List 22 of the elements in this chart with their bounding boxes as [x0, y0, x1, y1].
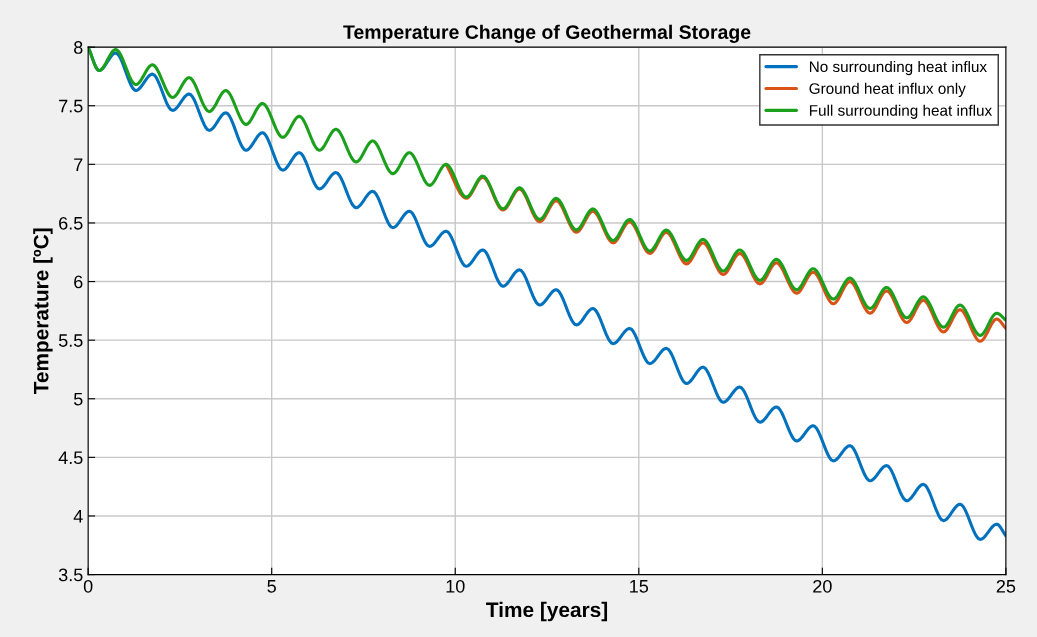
y-tick-label: 7 — [74, 158, 83, 171]
y-tick-label: 6 — [74, 275, 83, 289]
legend-label: Ground heat influx only — [809, 82, 966, 98]
x-axis-title: Time [years] — [486, 601, 608, 622]
y-axis-title: Temperature [ºC] — [33, 228, 53, 395]
legend-label: Full surrounding heat influx — [809, 104, 992, 119]
y-tick-label: 7.5 — [59, 99, 83, 113]
y-tick-label: 8 — [74, 41, 83, 54]
x-tick-label: 5 — [267, 580, 276, 593]
y-tick-label: 5 — [73, 392, 83, 406]
x-tick-label: 0 — [83, 579, 93, 593]
x-tick-label: 10 — [446, 579, 465, 593]
y-tick-label: 6.5 — [59, 216, 83, 230]
y-tick-label: 3.5 — [58, 568, 83, 582]
y-tick-label: 4.5 — [58, 451, 83, 465]
legend-label: No surrounding heat influx — [809, 60, 987, 76]
x-tick-label: 25 — [996, 579, 1016, 593]
chart-title: Temperature Change of Geothermal Storage — [343, 24, 751, 43]
y-tick-label: 5.5 — [58, 334, 83, 347]
x-tick-label: 20 — [813, 579, 832, 593]
y-tick-label: 4 — [73, 510, 83, 523]
x-tick-label: 15 — [630, 580, 649, 593]
